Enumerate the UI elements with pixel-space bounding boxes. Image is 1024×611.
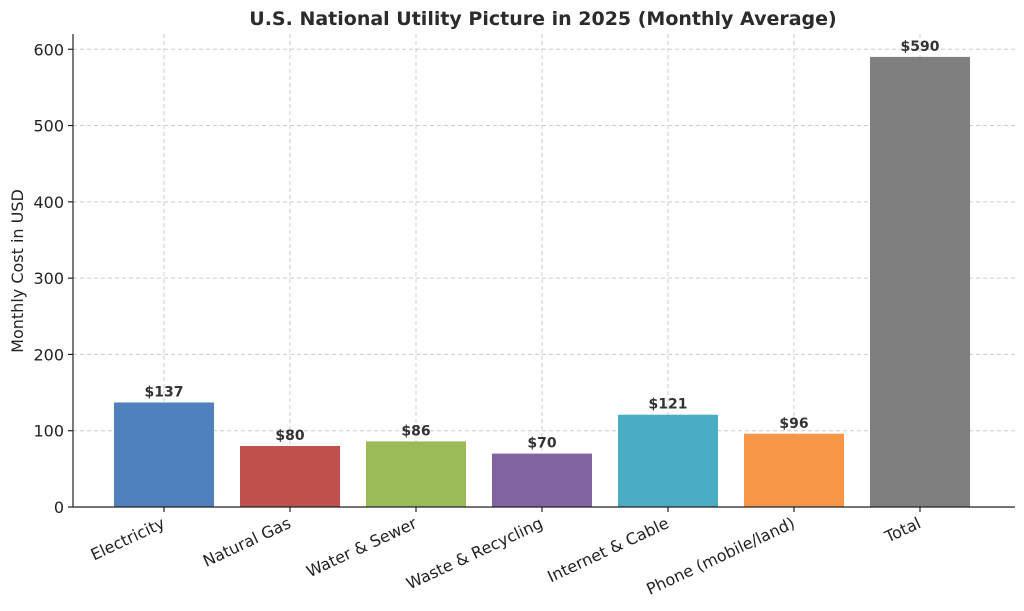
y-tick-label: 0	[54, 498, 64, 517]
data-label: $80	[275, 428, 304, 444]
y-tick-label: 300	[33, 269, 64, 288]
y-tick-label: 600	[33, 40, 64, 59]
labels-layer: 0 100 200 300 400 500 600 $137 Electricity $80 Nat…	[33, 39, 939, 599]
data-label: $137	[145, 384, 184, 400]
x-tick-label: Natural Gas	[200, 513, 294, 570]
bar	[366, 441, 466, 507]
y-axis-label: Monthly Cost in USD	[8, 189, 27, 353]
y-tick-label: 200	[33, 345, 64, 364]
data-label: $96	[779, 416, 808, 432]
bar	[744, 433, 844, 507]
data-label: $590	[901, 39, 940, 55]
x-tick-label: Internet & Cable	[544, 513, 671, 586]
bar	[114, 402, 214, 507]
data-label: $121	[649, 397, 688, 413]
bar	[618, 414, 718, 507]
y-tick-label: 100	[33, 422, 64, 441]
data-label: $86	[401, 423, 430, 439]
bars-layer	[114, 56, 970, 508]
bar	[492, 453, 592, 507]
chart-title: U.S. National Utility Picture in 2025 (M…	[249, 8, 836, 30]
bar	[240, 445, 340, 507]
x-tick-label: Waste & Recycling	[403, 513, 545, 593]
bar	[870, 56, 970, 508]
data-label: $70	[527, 436, 556, 452]
x-tick-label: Electricity	[88, 513, 168, 564]
axes-layer	[68, 34, 1015, 512]
y-tick-label: 500	[33, 117, 64, 136]
y-tick-label: 400	[33, 193, 64, 212]
x-tick-label: Total	[881, 513, 924, 546]
x-tick-label: Water & Sewer	[303, 513, 420, 581]
